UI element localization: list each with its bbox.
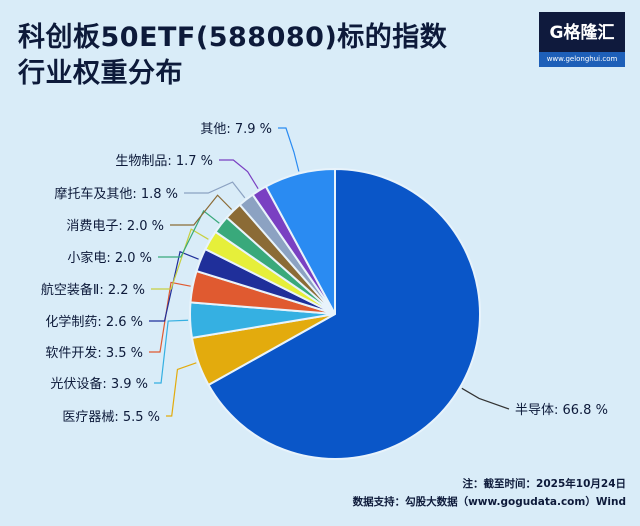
leader-line-1 <box>166 362 197 417</box>
logo-url: www.gelonghui.com <box>539 52 625 67</box>
leader-line-3 <box>149 281 191 353</box>
title-line-2: 行业权重分布 <box>18 58 183 89</box>
logo-brand: G格隆汇 <box>549 23 615 43</box>
gelonghui-logo: G格隆汇 www.gelonghui.com <box>539 12 625 67</box>
chart-title: 科创板50ETF(588080)标的指数 行业权重分布 <box>18 20 447 92</box>
title-line-1: 科创板50ETF(588080)标的指数 <box>18 22 448 53</box>
slice-label-6: 小家电: 2.0 % <box>67 250 152 266</box>
leader-line-7 <box>170 194 233 226</box>
leader-line-10 <box>278 127 300 172</box>
slice-label-10: 其他: 7.9 % <box>200 122 272 137</box>
pie-slice-10 <box>264 167 336 315</box>
leader-line-9 <box>219 159 259 190</box>
pie-slice-0 <box>207 167 481 460</box>
leader-line-0 <box>461 387 510 410</box>
slice-label-8: 摩托车及其他: 1.8 % <box>54 186 178 202</box>
leader-line-2 <box>154 319 189 384</box>
leader-line-5 <box>151 228 209 290</box>
source-note: 数据支持：勾股大数据（www.gogudata.com）Wind <box>352 496 626 508</box>
slice-label-1: 医疗器械: 5.5 % <box>62 410 160 425</box>
slice-label-9: 生物制品: 1.7 % <box>115 154 213 169</box>
leader-line-8 <box>184 181 246 199</box>
slice-label-0: 半导体: 66.8 % <box>515 403 608 418</box>
slice-label-4: 化学制药: 2.6 % <box>45 314 143 330</box>
leader-line-6 <box>158 210 220 258</box>
slice-label-7: 消费电子: 2.0 % <box>66 219 164 234</box>
date-note: 注：截至时间：2025年10月24日 <box>462 478 626 490</box>
slice-label-5: 航空装备Ⅱ: 2.2 % <box>41 282 145 298</box>
slice-label-3: 软件开发: 3.5 % <box>45 345 143 361</box>
slice-label-2: 光伏设备: 3.9 % <box>50 376 148 392</box>
